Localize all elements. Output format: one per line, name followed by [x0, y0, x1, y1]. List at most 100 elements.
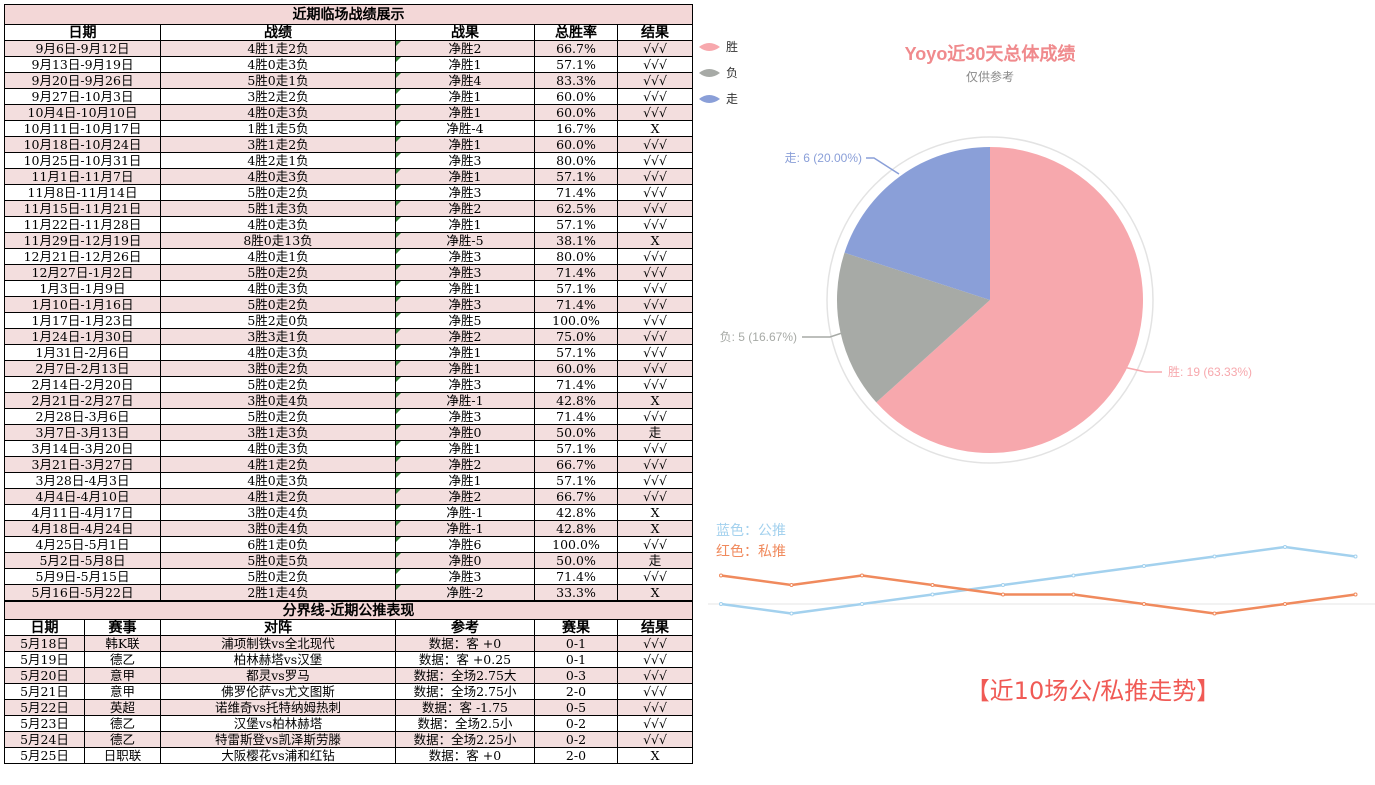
table-row: 3月28日-4月3日 4胜0走3负 净胜1 57.1% √√√	[4, 472, 694, 489]
cell-reference: 数据：全场2.5小	[395, 715, 535, 732]
cell-record: 4胜0走3负	[160, 216, 396, 233]
cell-result: √√√	[616, 731, 694, 748]
public-picks-table: 分界线-近期公推表现 日期 赛事 对阵 参考 赛果 结果 5月18日 韩K联 浦项制…	[3, 601, 694, 764]
table-row: 5月25日 日职联 大阪樱花vs浦和红钻 数据：客 +0 2-0 X	[4, 747, 694, 764]
cell-league: 德乙	[84, 715, 161, 732]
cell-score: 0-2	[534, 715, 618, 732]
legend-swatch-0	[699, 43, 720, 51]
legend-label-2: 走	[726, 92, 738, 106]
cell-date: 1月31日-2月6日	[4, 344, 161, 361]
cell-date: 2月14日-2月20日	[4, 376, 161, 393]
cell-outcome: 净胜3	[395, 296, 535, 313]
pie-data-label-2: 走: 6 (20.00%)	[785, 151, 862, 165]
cell-date: 5月2日-5月8日	[4, 552, 161, 569]
cell-outcome: 净胜1	[395, 216, 535, 233]
cell-outcome: 净胜1	[395, 168, 535, 185]
cell-record: 2胜1走4负	[160, 584, 396, 601]
cell-date: 3月14日-3月20日	[4, 440, 161, 457]
cell-record: 4胜2走1负	[160, 152, 396, 169]
pie-slice-2	[844, 147, 990, 300]
series-1-point	[789, 583, 794, 587]
cell-win-rate: 62.5%	[534, 200, 618, 217]
cell-record: 4胜1走2负	[160, 40, 396, 57]
cell-record: 3胜0走4负	[160, 392, 396, 409]
cell-outcome: 净胜2	[395, 328, 535, 345]
series-0-point	[1353, 554, 1358, 559]
cell-reference: 数据：全场2.75小	[395, 683, 535, 700]
cell-win-rate: 57.1%	[534, 344, 618, 361]
cell-win-rate: 71.4%	[534, 376, 618, 393]
cell-date: 9月6日-9月12日	[4, 40, 161, 57]
table-row: 5月24日 德乙 特雷斯登vs凯泽斯劳滕 数据：全场2.25小 0-2 √√√	[4, 731, 694, 748]
cell-win-rate: 42.8%	[534, 520, 618, 537]
cell-score: 0-3	[534, 667, 618, 684]
cell-date: 3月7日-3月13日	[4, 424, 161, 441]
cell-win-rate: 100.0%	[534, 536, 618, 553]
cell-result: √√√	[616, 280, 694, 297]
series-0-point	[1001, 583, 1005, 587]
table-row: 1月3日-1月9日 4胜0走3负 净胜1 57.1% √√√	[4, 280, 694, 297]
table-row: 4月25日-5月1日 6胜1走0负 净胜6 100.0% √√√	[4, 536, 694, 553]
cell-outcome: 净胜1	[395, 280, 535, 297]
cell-result: √√√	[616, 699, 694, 716]
cell-win-rate: 60.0%	[534, 88, 618, 105]
cell-result: √√√	[616, 667, 694, 684]
series-1-point	[1142, 602, 1146, 606]
cell-date: 9月27日-10月3日	[4, 88, 161, 105]
cell-record: 4胜0走3负	[160, 344, 396, 361]
cell-match: 佛罗伦萨vs尤文图斯	[160, 683, 396, 700]
legend-swatch-2	[699, 95, 720, 103]
cell-result: √√√	[616, 248, 694, 265]
series-0-point	[1283, 545, 1287, 549]
cell-date: 1月17日-1月23日	[4, 312, 161, 329]
cell-date: 12月21日-12月26日	[4, 248, 161, 265]
pie-data-label-0: 胜: 19 (63.33%)	[1168, 364, 1252, 379]
cell-match: 都灵vs罗马	[160, 667, 396, 684]
cell-record: 5胜0走2负	[160, 408, 396, 425]
cell-win-rate: 50.0%	[534, 424, 618, 441]
header-reference: 参考	[395, 619, 535, 636]
pie-label-line-1	[802, 328, 855, 338]
cell-date: 5月18日	[4, 635, 85, 652]
cell-date: 5月21日	[4, 683, 85, 700]
table-row: 2月7日-2月13日 3胜0走2负 净胜1 60.0% √√√	[4, 360, 694, 377]
cell-date: 11月29日-12月19日	[4, 232, 161, 249]
series-line-0	[720, 545, 1356, 615]
cell-record: 4胜0走3负	[160, 472, 396, 489]
cell-date: 4月18日-4月24日	[4, 520, 161, 537]
cell-outcome: 净胜-1	[395, 392, 535, 409]
table-row: 5月19日 德乙 柏林赫塔vs汉堡 数据：客 +0.25 0-1 √√√	[4, 651, 694, 668]
cell-league: 韩K联	[84, 635, 161, 652]
cell-date: 2月21日-2月27日	[4, 392, 161, 409]
cell-result: √√√	[616, 536, 694, 553]
table-row: 4月11日-4月17日 3胜0走4负 净胜-1 42.8% X	[4, 504, 694, 521]
cell-outcome: 净胜2	[395, 200, 535, 217]
cell-win-rate: 80.0%	[534, 152, 618, 169]
table-row: 5月9日-5月15日 5胜0走2负 净胜3 71.4% √√√	[4, 568, 694, 585]
cell-win-rate: 60.0%	[534, 360, 618, 377]
cell-date: 11月8日-11月14日	[4, 184, 161, 201]
table-row: 12月21日-12月26日 4胜0走1负 净胜3 80.0% √√√	[4, 248, 694, 265]
table-row: 5月23日 德乙 汉堡vs柏林赫塔 数据：全场2.5小 0-2 √√√	[4, 715, 694, 732]
cell-win-rate: 57.1%	[534, 472, 618, 489]
cell-win-rate: 83.3%	[534, 72, 618, 89]
series-1-point	[1353, 592, 1358, 597]
cell-win-rate: 60.0%	[534, 136, 618, 153]
cell-result: √√√	[616, 488, 694, 505]
cell-result: √√√	[616, 152, 694, 169]
cell-win-rate: 66.7%	[534, 456, 618, 473]
table-row: 2月28日-3月6日 5胜0走2负 净胜3 71.4% √√√	[4, 408, 694, 425]
cell-win-rate: 57.1%	[534, 56, 618, 73]
cell-result: √√√	[616, 376, 694, 393]
cell-record: 5胜2走0负	[160, 312, 396, 329]
cell-result: √√√	[616, 360, 694, 377]
cell-result: √√√	[616, 568, 694, 585]
line-legend-red: 红色：私推	[716, 543, 786, 560]
cell-record: 5胜0走2负	[160, 184, 396, 201]
table-row: 10月25日-10月31日 4胜2走1负 净胜3 80.0% √√√	[4, 152, 694, 169]
cell-score: 0-1	[534, 635, 618, 652]
series-1-point	[719, 573, 723, 578]
cell-win-rate: 57.1%	[534, 216, 618, 233]
cell-win-rate: 71.4%	[534, 568, 618, 585]
cell-win-rate: 66.7%	[534, 488, 618, 505]
